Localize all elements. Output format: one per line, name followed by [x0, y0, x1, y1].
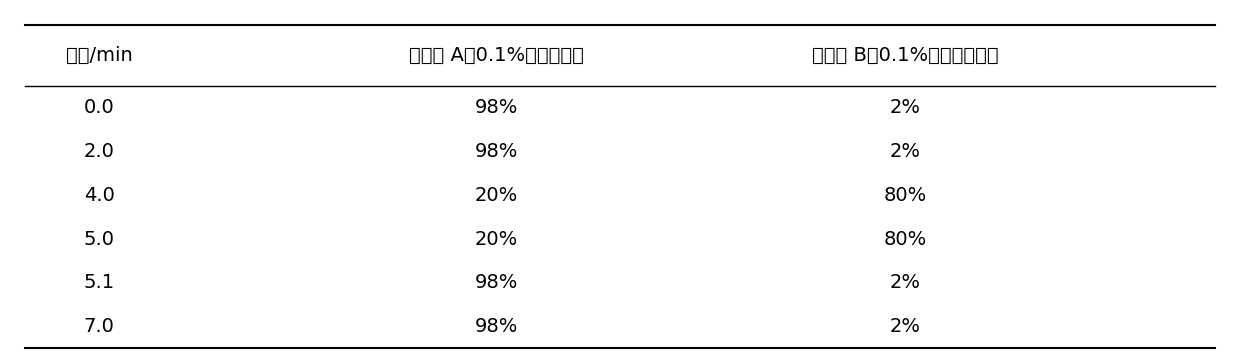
Text: 98%: 98% [475, 317, 517, 336]
Text: 2.0: 2.0 [84, 142, 114, 161]
Text: 流动相 B：0.1%甲酸甲醇溶液: 流动相 B：0.1%甲酸甲醇溶液 [812, 46, 998, 65]
Text: 80%: 80% [884, 229, 926, 248]
Text: 5.0: 5.0 [84, 229, 114, 248]
Text: 2%: 2% [889, 142, 920, 161]
Text: 4.0: 4.0 [84, 186, 114, 205]
Text: 0.0: 0.0 [84, 98, 114, 117]
Text: 2%: 2% [889, 98, 920, 117]
Text: 80%: 80% [884, 186, 926, 205]
Text: 2%: 2% [889, 317, 920, 336]
Text: 7.0: 7.0 [84, 317, 114, 336]
Text: 时间/min: 时间/min [66, 46, 133, 65]
Text: 流动相 A：0.1%甲酸水溶液: 流动相 A：0.1%甲酸水溶液 [408, 46, 584, 65]
Text: 20%: 20% [475, 186, 517, 205]
Text: 2%: 2% [889, 273, 920, 292]
Text: 98%: 98% [475, 273, 517, 292]
Text: 98%: 98% [475, 98, 517, 117]
Text: 98%: 98% [475, 142, 517, 161]
Text: 5.1: 5.1 [83, 273, 115, 292]
Text: 20%: 20% [475, 229, 517, 248]
